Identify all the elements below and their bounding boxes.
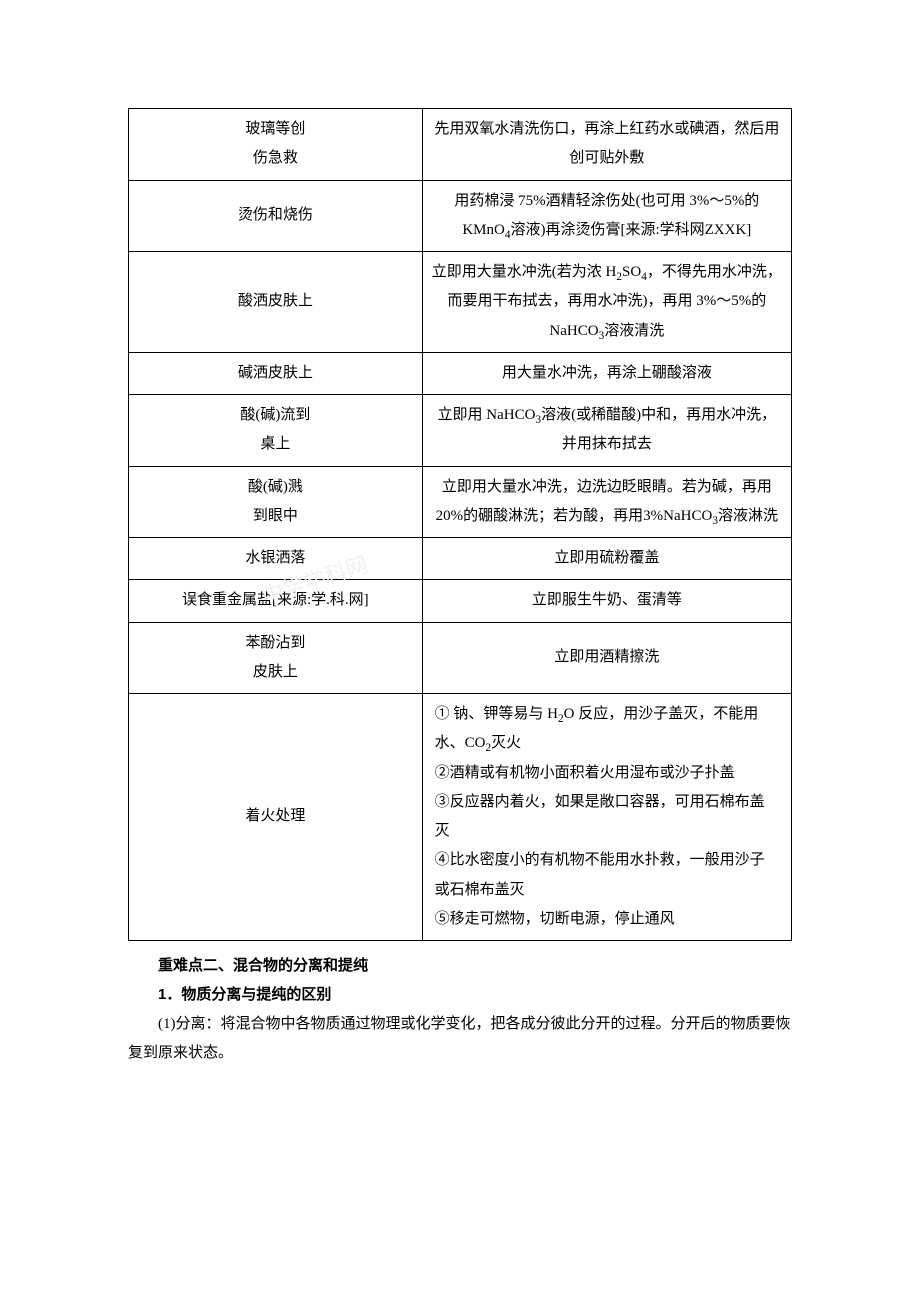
table-row: 酸洒皮肤上 立即用大量水冲洗(若为浓 H2SO4，不得先用水冲洗，而要用干布拭去… [129, 252, 792, 353]
cell-text: 玻璃等创伤急救 [245, 121, 305, 166]
table-row: 玻璃等创伤急救 先用双氧水清洗伤口，再涂上红药水或碘酒，然后用创可贴外敷 [129, 109, 792, 181]
procedure-cell: 先用双氧水清洗伤口，再涂上红药水或碘酒，然后用创可贴外敷 [422, 109, 791, 181]
table-row: 着火处理 ① 钠、钾等易与 H2O 反应，用沙子盖灭，不能用水、CO2灭火②酒精… [129, 694, 792, 941]
cell-text: 误食重金属盐[来源:学.科.网] [182, 592, 369, 608]
cell-text: 烫伤和烧伤 [238, 207, 313, 223]
procedure-cell: 立即用大量水冲洗(若为浓 H2SO4，不得先用水冲洗，而要用干布拭去，再用水冲洗… [422, 252, 791, 353]
table-row: 酸(碱)溅到眼中 立即用大量水冲洗，边洗边眨眼睛。若为碱，再用 20%的硼酸淋洗… [129, 466, 792, 538]
cell-text: 立即用硫粉覆盖 [554, 550, 659, 566]
scenario-cell: 酸洒皮肤上 [129, 252, 423, 353]
scenario-cell: 玻璃等创伤急救 [129, 109, 423, 181]
safety-procedures-table: 玻璃等创伤急救 先用双氧水清洗伤口，再涂上红药水或碘酒，然后用创可贴外敷 烫伤和… [128, 108, 792, 941]
table-row: 水银洒落 立即用硫粉覆盖 [129, 538, 792, 580]
sub-heading: 1．物质分离与提纯的区别 [128, 980, 792, 1009]
cell-text: 用药棉浸 75%酒精轻涂伤处(也可用 3%～5%的 KMnO4溶液)再涂烫伤膏[… [454, 193, 759, 238]
cell-text: 立即用 NaHCO3溶液(或稀醋酸)中和，再用水冲洗，并用抹布拭去 [438, 407, 777, 452]
table-row: 酸(碱)流到桌上 立即用 NaHCO3溶液(或稀醋酸)中和，再用水冲洗，并用抹布… [129, 395, 792, 467]
procedure-cell: 立即用酒精擦洗 [422, 622, 791, 694]
cell-text: 用大量水冲洗，再涂上硼酸溶液 [502, 365, 712, 381]
cell-text: 酸洒皮肤上 [238, 293, 313, 309]
procedure-cell: 立即服生牛奶、蛋清等 [422, 580, 791, 622]
procedure-cell: 立即用 NaHCO3溶液(或稀醋酸)中和，再用水冲洗，并用抹布拭去 [422, 395, 791, 467]
cell-text: 酸(碱)溅到眼中 [248, 479, 303, 524]
cell-text: 立即用大量水冲洗(若为浓 H2SO4，不得先用水冲洗，而要用干布拭去，再用水冲洗… [432, 264, 782, 339]
cell-text: 立即用大量水冲洗，边洗边眨眼睛。若为碱，再用 20%的硼酸淋洗；若为酸，再用3%… [436, 479, 778, 524]
subheading-text: 1．物质分离与提纯的区别 [158, 986, 331, 1003]
document-page: 中学学科网 玻璃等创伤急救 先用双氧水清洗伤口，再涂上红药水或碘酒，然后用创可贴… [0, 0, 920, 1168]
procedure-cell: 用大量水冲洗，再涂上硼酸溶液 [422, 352, 791, 394]
table-row: 碱洒皮肤上 用大量水冲洗，再涂上硼酸溶液 [129, 352, 792, 394]
cell-text: 苯酚沾到皮肤上 [245, 635, 305, 680]
heading-text: 重难点二、混合物的分离和提纯 [158, 957, 368, 974]
scenario-cell: 碱洒皮肤上 [129, 352, 423, 394]
procedure-cell: ① 钠、钾等易与 H2O 反应，用沙子盖灭，不能用水、CO2灭火②酒精或有机物小… [422, 694, 791, 941]
scenario-cell: 误食重金属盐[来源:学.科.网] [129, 580, 423, 622]
scenario-cell: 苯酚沾到皮肤上 [129, 622, 423, 694]
scenario-cell: 着火处理 [129, 694, 423, 941]
scenario-cell: 水银洒落 [129, 538, 423, 580]
cell-text: 着火处理 [245, 808, 305, 824]
cell-text: 立即用酒精擦洗 [554, 649, 659, 665]
table-row: 苯酚沾到皮肤上 立即用酒精擦洗 [129, 622, 792, 694]
cell-text: 立即服生牛奶、蛋清等 [532, 592, 682, 608]
scenario-cell: 酸(碱)流到桌上 [129, 395, 423, 467]
cell-text: 水银洒落 [245, 550, 305, 566]
table-row: 烫伤和烧伤 用药棉浸 75%酒精轻涂伤处(也可用 3%～5%的 KMnO4溶液)… [129, 180, 792, 252]
cell-text: 酸(碱)流到桌上 [240, 407, 310, 452]
procedure-cell: 立即用大量水冲洗，边洗边眨眼睛。若为碱，再用 20%的硼酸淋洗；若为酸，再用3%… [422, 466, 791, 538]
cell-text: 先用双氧水清洗伤口，再涂上红药水或碘酒，然后用创可贴外敷 [434, 121, 779, 166]
procedure-cell: 立即用硫粉覆盖 [422, 538, 791, 580]
cell-text: 碱洒皮肤上 [238, 365, 313, 381]
scenario-cell: 烫伤和烧伤 [129, 180, 423, 252]
table-row: 误食重金属盐[来源:学.科.网] 立即服生牛奶、蛋清等 [129, 580, 792, 622]
paragraph-text: (1)分离：将混合物中各物质通过物理或化学变化，把各成分彼此分开的过程。分开后的… [128, 1016, 791, 1061]
body-paragraph: (1)分离：将混合物中各物质通过物理或化学变化，把各成分彼此分开的过程。分开后的… [128, 1010, 792, 1069]
cell-text: ① 钠、钾等易与 H2O 反应，用沙子盖灭，不能用水、CO2灭火②酒精或有机物小… [435, 706, 765, 927]
table-body: 玻璃等创伤急救 先用双氧水清洗伤口，再涂上红药水或碘酒，然后用创可贴外敷 烫伤和… [129, 109, 792, 941]
procedure-cell: 用药棉浸 75%酒精轻涂伤处(也可用 3%～5%的 KMnO4溶液)再涂烫伤膏[… [422, 180, 791, 252]
scenario-cell: 酸(碱)溅到眼中 [129, 466, 423, 538]
section-heading: 重难点二、混合物的分离和提纯 [128, 951, 792, 980]
